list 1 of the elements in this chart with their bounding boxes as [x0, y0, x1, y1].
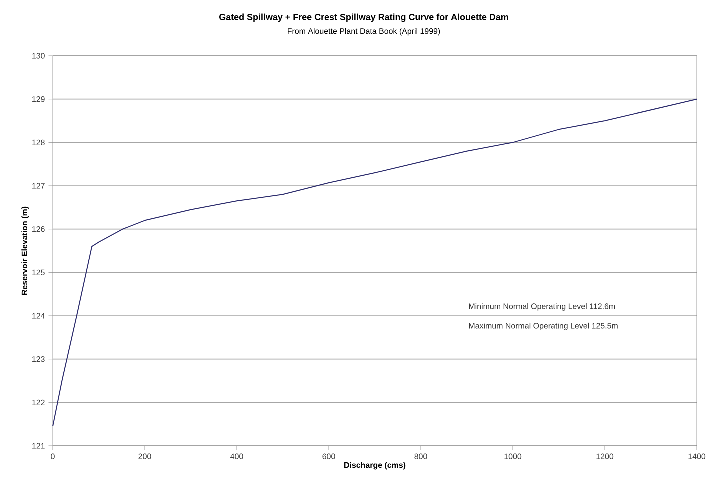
- chart-title: Gated Spillway + Free Crest Spillway Rating Curve for Alouette Dam: [220, 14, 508, 22]
